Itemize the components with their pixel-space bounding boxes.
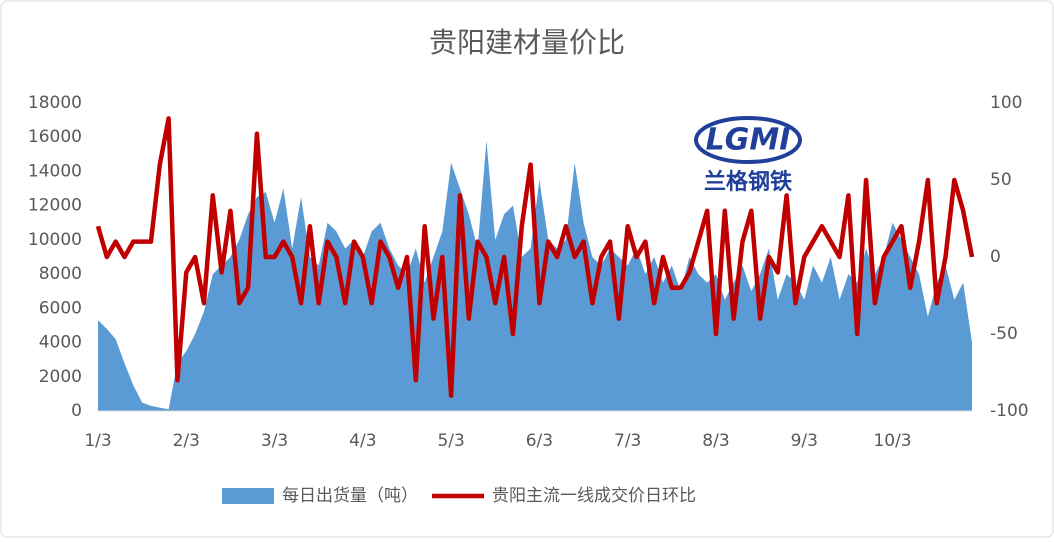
legend-swatch [222, 488, 274, 504]
logo-mark: LGMI [706, 123, 791, 158]
line [95, 116, 975, 398]
y-tick-label: 18000 [28, 93, 82, 113]
y-tick-label: 2000 [39, 367, 82, 387]
y-tick-label: 10000 [28, 230, 82, 250]
x-tick-label: 6/3 [526, 431, 553, 451]
y2-tick-label: -100 [990, 401, 1029, 421]
x-tick-label: 3/3 [261, 431, 288, 451]
logo-ring [694, 116, 802, 164]
y2-tick-label: 100 [990, 93, 1022, 113]
x-tick-label: 10/3 [873, 431, 911, 451]
y-tick-label: 0 [71, 401, 82, 421]
x-tick-label: 5/3 [437, 431, 464, 451]
legend-label: 每日出货量（吨） [282, 486, 418, 506]
y-tick-label: 12000 [28, 196, 82, 216]
y-tick-label: 14000 [28, 161, 82, 181]
x-tick-label: 2/3 [173, 431, 200, 451]
x-tick-label: 9/3 [791, 431, 818, 451]
x-tick-label: 8/3 [702, 431, 729, 451]
area [98, 140, 972, 411]
y-tick-label: 8000 [39, 264, 82, 284]
x-tick-label: 4/3 [349, 431, 376, 451]
y-tick-label: 4000 [39, 333, 82, 353]
y2-tick-label: 0 [990, 247, 1001, 267]
chart-title: 贵阳建材量价比 [429, 26, 625, 59]
x-tick-label: 7/3 [614, 431, 641, 451]
logo: LGMI 兰格钢铁 [694, 116, 802, 195]
logo-name: 兰格钢铁 [704, 169, 792, 195]
y2-tick-label: 50 [990, 170, 1012, 190]
legend-label: 贵阳主流一线成交价日环比 [492, 486, 696, 506]
y-tick-label: 16000 [28, 127, 82, 147]
x-tick-label: 1/3 [84, 431, 111, 451]
y2-tick-label: -50 [990, 324, 1018, 344]
y-tick-label: 6000 [39, 298, 82, 318]
